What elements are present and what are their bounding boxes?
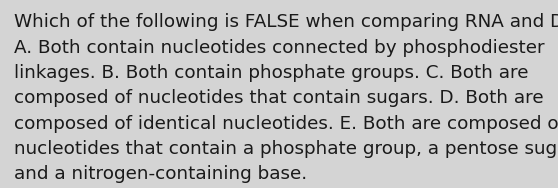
Text: linkages. B. Both contain phosphate groups. C. Both are: linkages. B. Both contain phosphate grou… [14, 64, 528, 82]
Text: and a nitrogen-containing base.: and a nitrogen-containing base. [14, 165, 307, 183]
Text: A. Both contain nucleotides connected by phosphodiester: A. Both contain nucleotides connected by… [14, 39, 545, 57]
Text: composed of identical nucleotides. E. Both are composed of: composed of identical nucleotides. E. Bo… [14, 115, 558, 133]
Text: nucleotides that contain a phosphate group, a pentose sugar,: nucleotides that contain a phosphate gro… [14, 140, 558, 158]
Text: Which of the following is FALSE when comparing RNA and DNA?: Which of the following is FALSE when com… [14, 13, 558, 31]
Text: composed of nucleotides that contain sugars. D. Both are: composed of nucleotides that contain sug… [14, 89, 543, 107]
